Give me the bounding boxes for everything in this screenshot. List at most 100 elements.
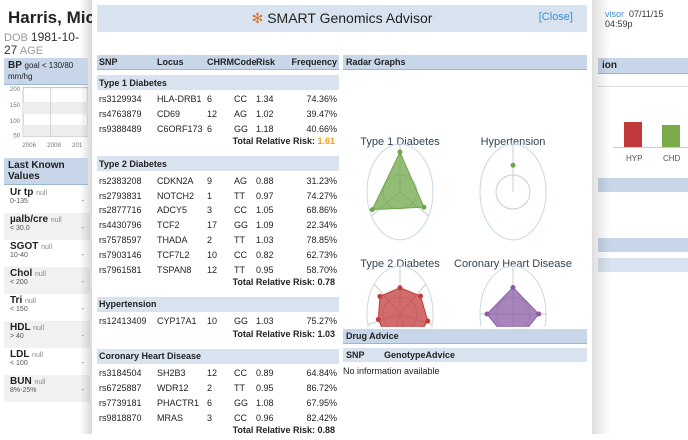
radar-point — [418, 293, 424, 299]
lkv-value: null — [35, 271, 46, 278]
lkv-range: 10-40 — [10, 252, 28, 259]
table-cell: 10 — [207, 249, 218, 260]
lkv-reading: - — [82, 387, 84, 394]
radar-title: Coronary Heart Disease — [454, 258, 572, 270]
table-cell: CC — [234, 412, 247, 423]
table-cell: rs2877716 — [99, 205, 142, 216]
table-cell: CC — [234, 249, 247, 260]
table-cell: rs4430796 — [99, 220, 142, 231]
radar-area — [371, 150, 425, 211]
bp-y-tick: 200 — [10, 86, 21, 93]
table-cell: GG — [234, 397, 249, 408]
dob-label: DOB — [4, 32, 28, 44]
table-cell: rs4763879 — [99, 109, 142, 120]
radar-area — [377, 287, 429, 327]
dob-value: 1981-10-27 — [4, 30, 79, 57]
table-cell: rs7739181 — [99, 397, 142, 408]
modal-title-text: SMART Genomics Advisor — [267, 10, 433, 26]
table-cell: TCF2 — [157, 220, 180, 231]
advisor-link[interactable]: visor — [605, 9, 625, 19]
lkv-range: < 100 — [10, 360, 28, 367]
lkv-name: Tri — [10, 295, 23, 306]
right-panel-header: ion — [598, 58, 688, 74]
table-row: rs7578597 THADA 2 TT 1.03 78.85% — [97, 233, 339, 248]
radar-graphs: Type 1 Diabetes Hypertension Type 2 Diabet… — [360, 136, 572, 327]
table-cell: 31.23% — [306, 175, 337, 186]
lkv-item: µalb/cre null < 30.0 - — [4, 213, 90, 240]
genomics-advisor-modal: ✻ SMART Genomics Advisor [Close] SNP Locu… — [92, 0, 592, 435]
right-column: Radar Graphs Type 1 Diabetes Hypertension… — [343, 55, 587, 376]
datetime: 07/11/15 04:59p — [605, 9, 664, 29]
table-cell: rs9388489 — [99, 123, 142, 134]
table-cell: GG — [234, 316, 249, 327]
radar-graphs-header: Radar Graphs — [343, 55, 587, 70]
close-button[interactable]: [Close] — [538, 11, 573, 23]
table-cell: 68.86% — [306, 205, 337, 216]
table-cell: HLA-DRB1 — [157, 94, 202, 105]
lkv-reading: - — [82, 306, 84, 313]
radar-point — [397, 149, 403, 155]
top-right-info: visor 07/11/15 04:59p — [605, 9, 688, 29]
lkv-reading: - — [82, 279, 84, 286]
table-cell: 0.88 — [256, 175, 274, 186]
lkv-range: < 150 — [10, 306, 28, 313]
bp-panel-header: BP goal < 130/80 mm/hg — [4, 58, 88, 85]
lkv-reading: - — [82, 225, 84, 232]
table-cell: 1.02 — [256, 109, 274, 120]
lkv-item: Ur tp null 0-135 - — [4, 186, 90, 213]
lkv-reading: - — [82, 198, 84, 205]
table-row: rs4763879 CD69 12 AG 1.02 39.47% — [97, 107, 339, 122]
table-cell: TSPAN8 — [157, 264, 192, 275]
table-cell: 12 — [207, 109, 218, 120]
table-row: rs12413409 CYP17A1 10 GG 1.03 75.27% — [97, 314, 339, 329]
lkv-name: LDL — [10, 349, 30, 360]
table-cell: NOTCH2 — [157, 190, 195, 201]
table-cell: rs7903146 — [99, 249, 142, 260]
table-cell: rs2383208 — [99, 175, 142, 186]
table-cell: rs3184504 — [99, 368, 142, 379]
col-genotype-advice: GenotypeAdvice — [384, 350, 456, 360]
table-cell: 0.96 — [256, 412, 274, 423]
bp-unit: mm/hg — [8, 72, 33, 81]
table-cell: 74.27% — [306, 190, 337, 201]
bar-label: CHD — [663, 154, 681, 163]
col-snp: SNP — [346, 350, 365, 360]
column-header: Frequency — [291, 57, 337, 67]
lkv-item: LDL null < 100 - — [4, 348, 90, 375]
lkv-range: < 30.0 — [10, 225, 30, 232]
table-row: rs2793831 NOTCH2 1 TT 0.97 74.27% — [97, 188, 339, 203]
total-value: 1.03 — [317, 328, 335, 339]
lkv-item: Chol null < 200 - — [4, 267, 90, 294]
table-cell: 86.72% — [306, 382, 337, 393]
table-cell: 0.95 — [256, 264, 274, 275]
table-cell: CDKN2A — [157, 175, 194, 186]
table-row: rs7739181 PHACTR1 6 GG 1.08 67.95% — [97, 395, 339, 410]
radar-point — [421, 204, 427, 210]
lkv-name: µalb/cre — [10, 214, 49, 225]
table-cell: 64.84% — [306, 368, 337, 379]
lkv-value: null — [32, 352, 43, 359]
table-cell: 39.47% — [306, 109, 337, 120]
radar-area — [486, 286, 540, 327]
table-cell: TCF7L2 — [157, 249, 190, 260]
lkv-name: BUN — [10, 376, 32, 387]
table-cell: MRAS — [157, 412, 184, 423]
table-cell: 75.27% — [306, 316, 337, 327]
bar-label: HYP — [626, 154, 643, 163]
table-row: rs3184504 SH2B3 12 CC 0.89 64.84% — [97, 366, 339, 381]
table-cell: WDR12 — [157, 382, 189, 393]
table-cell: 22.34% — [306, 220, 337, 231]
radar-title: Hypertension — [481, 136, 546, 148]
total-label: Total Relative Risk: — [232, 424, 315, 435]
total-value: 0.78 — [317, 276, 335, 287]
lkv-name: Ur tp — [10, 187, 34, 198]
column-header: CHRM — [207, 57, 234, 67]
table-cell: 9 — [207, 175, 213, 186]
total-relative-risk: Total Relative Risk: 0.88 — [97, 425, 339, 440]
table-cell: rs9818870 — [99, 412, 142, 423]
column-header: Locus — [157, 57, 184, 67]
table-cell: 1 — [207, 190, 213, 201]
table-cell: TT — [234, 264, 245, 275]
lkv-name: Chol — [10, 268, 33, 279]
total-label: Total Relative Risk: — [232, 328, 315, 339]
